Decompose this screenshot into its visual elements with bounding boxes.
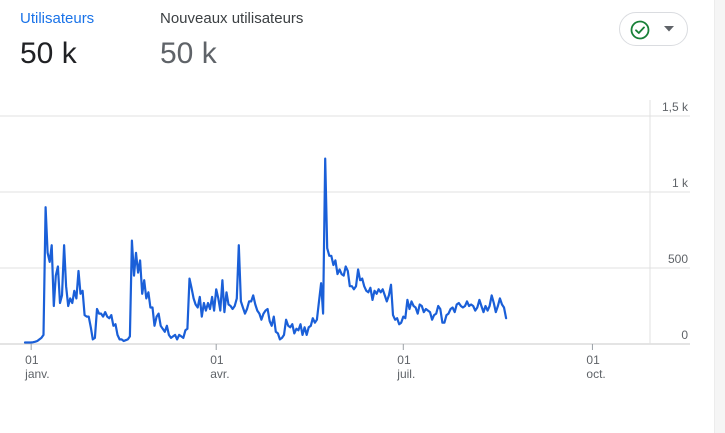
series-line-utilisateurs — [23, 157, 508, 344]
x-tick-month-label: juil. — [396, 367, 415, 381]
chevron-down-icon — [664, 26, 674, 32]
y-tick-label: 1 k — [672, 176, 689, 190]
window-edge — [714, 0, 725, 433]
status-dropdown[interactable] — [619, 12, 688, 46]
metric-value-utilisateurs: 50 k — [20, 37, 77, 70]
metric-value-nouveaux-utilisateurs: 50 k — [160, 37, 217, 70]
check-circle-icon — [630, 20, 650, 40]
x-tick-month-label: oct. — [586, 367, 605, 381]
metric-label-utilisateurs: Utilisateurs — [20, 10, 95, 27]
x-tick-day-label: 01 — [25, 353, 39, 367]
y-tick-label: 0 — [681, 328, 688, 342]
y-tick-label: 500 — [668, 252, 688, 266]
metric-label-nouveaux-utilisateurs: Nouveaux utilisateurs — [160, 10, 304, 27]
y-axis-ticks: 1,5 k 1 k 500 0 — [662, 100, 689, 342]
x-tick-day-label: 01 — [586, 353, 600, 367]
tab-utilisateurs[interactable]: Utilisateurs 50 k — [20, 10, 94, 72]
x-tick-day-label: 01 — [210, 353, 224, 367]
x-tick-month-label: avr. — [210, 367, 229, 381]
x-tick-month-label: janv. — [24, 367, 49, 381]
y-tick-label: 1,5 k — [662, 100, 689, 114]
x-tick-day-label: 01 — [397, 353, 411, 367]
tab-nouveaux-utilisateurs[interactable]: Nouveaux utilisateurs 50 k — [160, 10, 303, 72]
chart-grid — [0, 100, 690, 345]
